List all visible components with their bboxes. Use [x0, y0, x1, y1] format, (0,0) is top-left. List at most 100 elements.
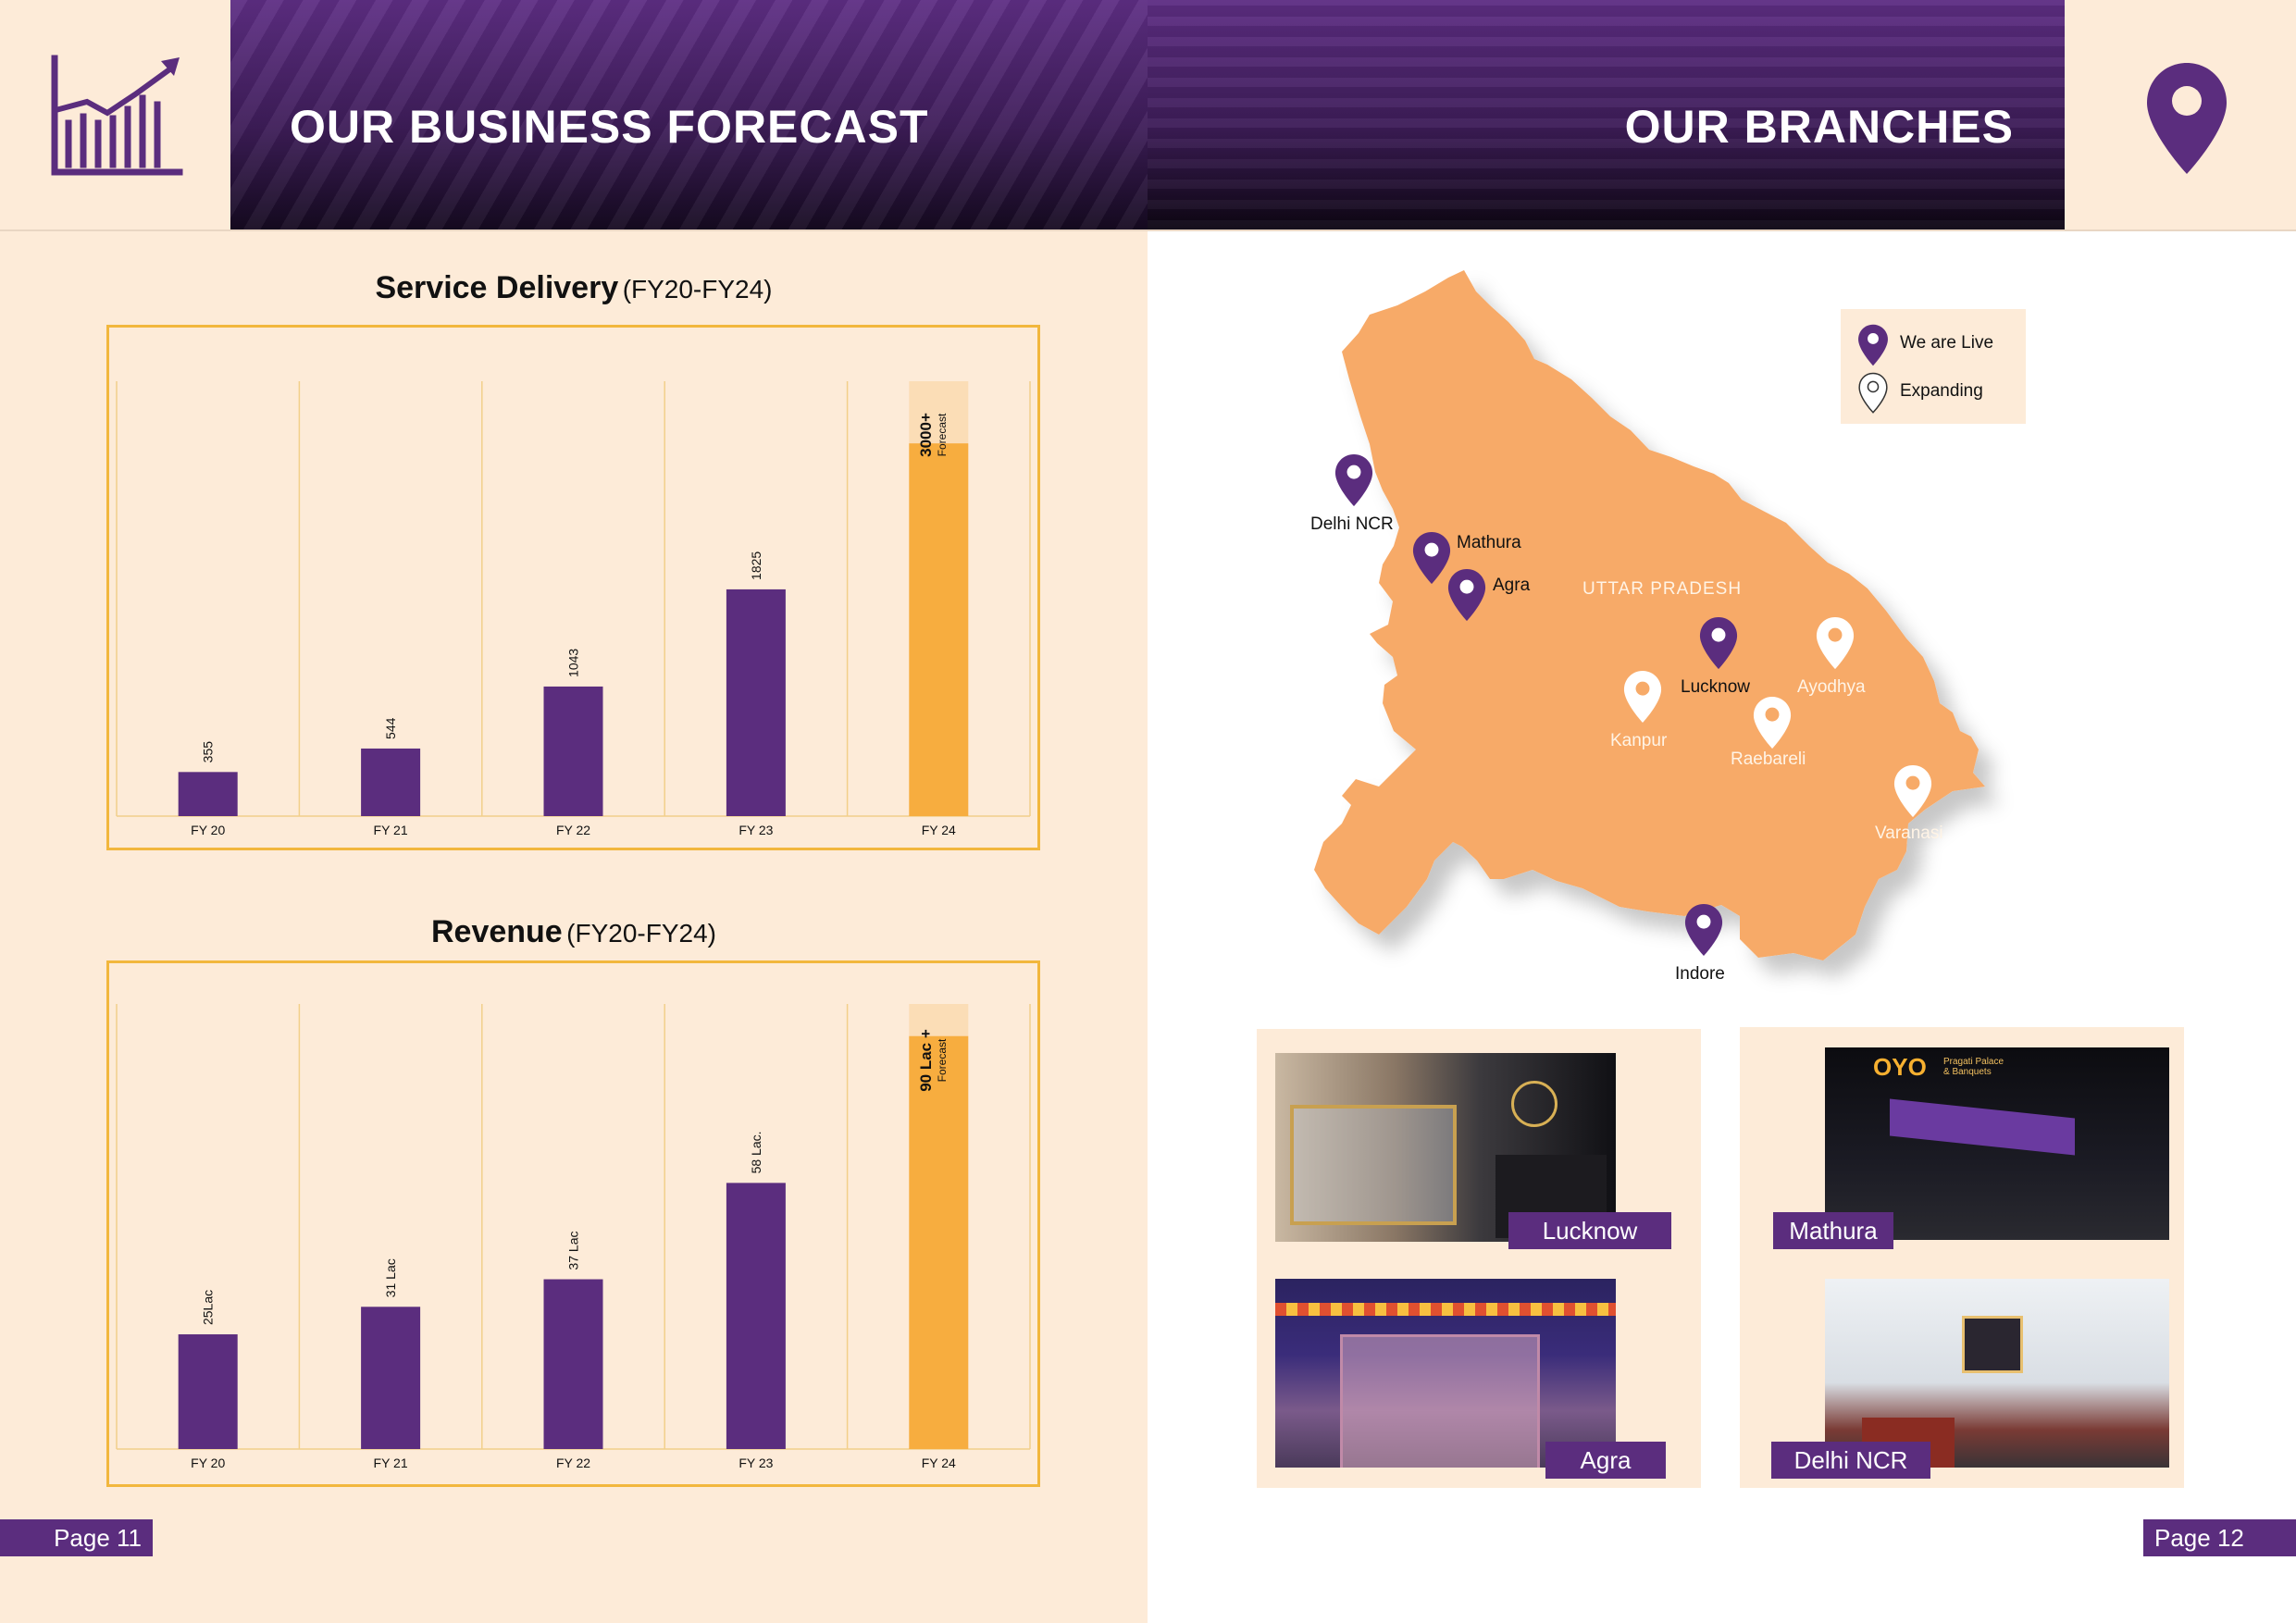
city-mathura: Mathura — [1457, 533, 1521, 552]
x-tick-label: FY 24 — [922, 1456, 956, 1470]
x-tick-label: FY 21 — [374, 1456, 408, 1470]
lucknow-pin-icon — [1699, 617, 1738, 669]
x-tick-label: FY 22 — [556, 1456, 590, 1470]
city-varanasi: Varanasi — [1875, 824, 1943, 843]
service-forecast-label: 3000+ Forecast — [905, 379, 961, 490]
x-tick-label: FY 20 — [191, 823, 225, 837]
uttar-pradesh-map — [1314, 270, 1985, 960]
live-pin-icon — [1858, 324, 1888, 366]
delhi-photo-label: Delhi NCR — [1771, 1442, 1930, 1479]
bar-fy23 — [726, 588, 786, 816]
revenue-title-main: Revenue — [430, 914, 563, 949]
forecast-title: OUR BUSINESS FORECAST — [290, 101, 929, 153]
x-tick-label: FY 23 — [738, 823, 773, 837]
oyo-sign-line2: & Banquets — [1943, 1067, 1992, 1077]
x-tick-label: FY 20 — [191, 1456, 225, 1470]
bar-fy21 — [361, 748, 421, 816]
photo-card-left: Lucknow Agra — [1257, 1029, 1701, 1488]
lucknow-logo-sign — [1511, 1081, 1558, 1127]
page-12-label: Page 12 — [2143, 1519, 2296, 1556]
x-tick-label: FY 24 — [922, 823, 956, 837]
agra-photo — [1275, 1279, 1616, 1468]
bar-fy23 — [726, 1183, 786, 1449]
bar-fy24 — [909, 443, 969, 816]
expanding-pin-icon — [1858, 372, 1888, 414]
city-indore: Indore — [1675, 964, 1725, 984]
bar-fy21 — [361, 1307, 421, 1449]
x-tick-label: FY 23 — [738, 1456, 773, 1470]
kanpur-pin-icon — [1623, 671, 1662, 723]
revenue-chart-frame: FY 20 25Lac FY 21 31 Lac FY 22 37 Lac FY 23 58 … — [106, 960, 1040, 1487]
lucknow-glass-cabin — [1290, 1105, 1457, 1225]
revenue-title-sub: (FY20-FY24) — [566, 919, 716, 948]
bar-fy24 — [909, 1035, 969, 1449]
region-label: UTTAR PRADESH — [1582, 579, 1743, 599]
agra-photo-label: Agra — [1545, 1442, 1666, 1479]
raebareli-pin-icon — [1753, 697, 1792, 749]
photo-card-right: OYO Pragati Palace & Banquets Mathura Del… — [1740, 1027, 2184, 1488]
oyo-sign-text: Pragati Palace & Banquets — [1943, 1057, 2004, 1077]
delhi-logo-frame — [1962, 1316, 2023, 1373]
revenue-forecast-value: 90 Lac + — [917, 1029, 935, 1092]
service-forecast-text: Forecast — [936, 413, 949, 457]
mathura-banner — [1890, 1098, 2075, 1156]
ayodhya-pin-icon — [1816, 617, 1855, 669]
data-label: 544 — [383, 717, 398, 739]
page-11-label: Page 11 — [0, 1519, 153, 1556]
bar-fy22 — [543, 686, 603, 816]
city-agra: Agra — [1493, 576, 1531, 595]
revenue-chart: FY 20 25Lac FY 21 31 Lac FY 22 37 Lac FY 23 58 … — [116, 1004, 1031, 1470]
agra-marigold-garland — [1275, 1303, 1616, 1316]
service-forecast-value: 3000+ — [917, 413, 935, 457]
forecast-fade — [909, 381, 969, 444]
x-tick-label: FY 21 — [374, 823, 408, 837]
left-corner — [0, 0, 230, 229]
mathura-photo-label: Mathura — [1773, 1212, 1893, 1249]
data-label: 1825 — [749, 551, 763, 580]
service-chart-frame: FY 20 355 FY 21 544 FY 22 1043 FY 23 1825 FY 24 … — [106, 325, 1040, 850]
agra-shopfront — [1340, 1334, 1540, 1468]
data-label: 37 Lac — [566, 1231, 581, 1270]
service-delivery-chart: FY 20 355 FY 21 544 FY 22 1043 FY 23 1825 FY 24 — [116, 381, 1031, 837]
city-lucknow: Lucknow — [1681, 677, 1750, 697]
mathura-photo: OYO Pragati Palace & Banquets — [1825, 1047, 2169, 1240]
header-divider — [0, 229, 2296, 231]
forecast-header: OUR BUSINESS FORECAST — [230, 0, 1148, 229]
delhi-pin-icon — [1334, 454, 1373, 506]
mathura-pin-icon — [1412, 532, 1451, 584]
data-label: 1043 — [566, 649, 581, 677]
indore-pin-icon — [1684, 904, 1723, 956]
city-ayodhya: Ayodhya — [1797, 677, 1866, 697]
map-area: UTTAR PRADESH We are Live Expanding Delh… — [1305, 268, 2138, 999]
lucknow-photo — [1275, 1053, 1616, 1242]
growth-chart-icon — [51, 55, 183, 176]
delhi-photo — [1825, 1279, 2169, 1468]
data-label: 25Lac — [201, 1290, 216, 1325]
oyo-sign: OYO — [1873, 1053, 1927, 1081]
bar-fy22 — [543, 1279, 603, 1449]
varanasi-pin-icon — [1893, 765, 1932, 817]
data-label: 31 Lac — [383, 1258, 398, 1297]
agra-pin-icon — [1447, 569, 1486, 621]
map-legend: We are Live Expanding — [1841, 309, 2026, 424]
data-label: 58 Lac. — [749, 1131, 763, 1173]
lucknow-photo-label: Lucknow — [1508, 1212, 1671, 1249]
service-title-sub: (FY20-FY24) — [622, 275, 773, 304]
revenue-chart-title: Revenue (FY20-FY24) — [0, 914, 1148, 950]
location-pin-icon — [2147, 63, 2227, 174]
service-title-main: Service Delivery — [375, 270, 619, 305]
city-delhi: Delhi NCR — [1310, 514, 1394, 534]
city-raebareli: Raebareli — [1731, 750, 1806, 769]
legend-live: We are Live — [1900, 333, 1994, 353]
branches-title: OUR BRANCHES — [1624, 101, 2014, 153]
city-kanpur: Kanpur — [1610, 731, 1668, 750]
service-chart-title: Service Delivery (FY20-FY24) — [0, 270, 1148, 306]
legend-expanding: Expanding — [1900, 381, 1983, 401]
branches-header: OUR BRANCHES — [1148, 0, 2065, 229]
x-tick-label: FY 22 — [556, 823, 590, 837]
bar-fy20 — [178, 1334, 238, 1449]
right-corner — [2065, 0, 2296, 229]
bar-fy20 — [178, 772, 238, 816]
data-label: 355 — [201, 741, 216, 763]
revenue-forecast-label: 90 Lac + Forecast — [905, 1000, 961, 1121]
